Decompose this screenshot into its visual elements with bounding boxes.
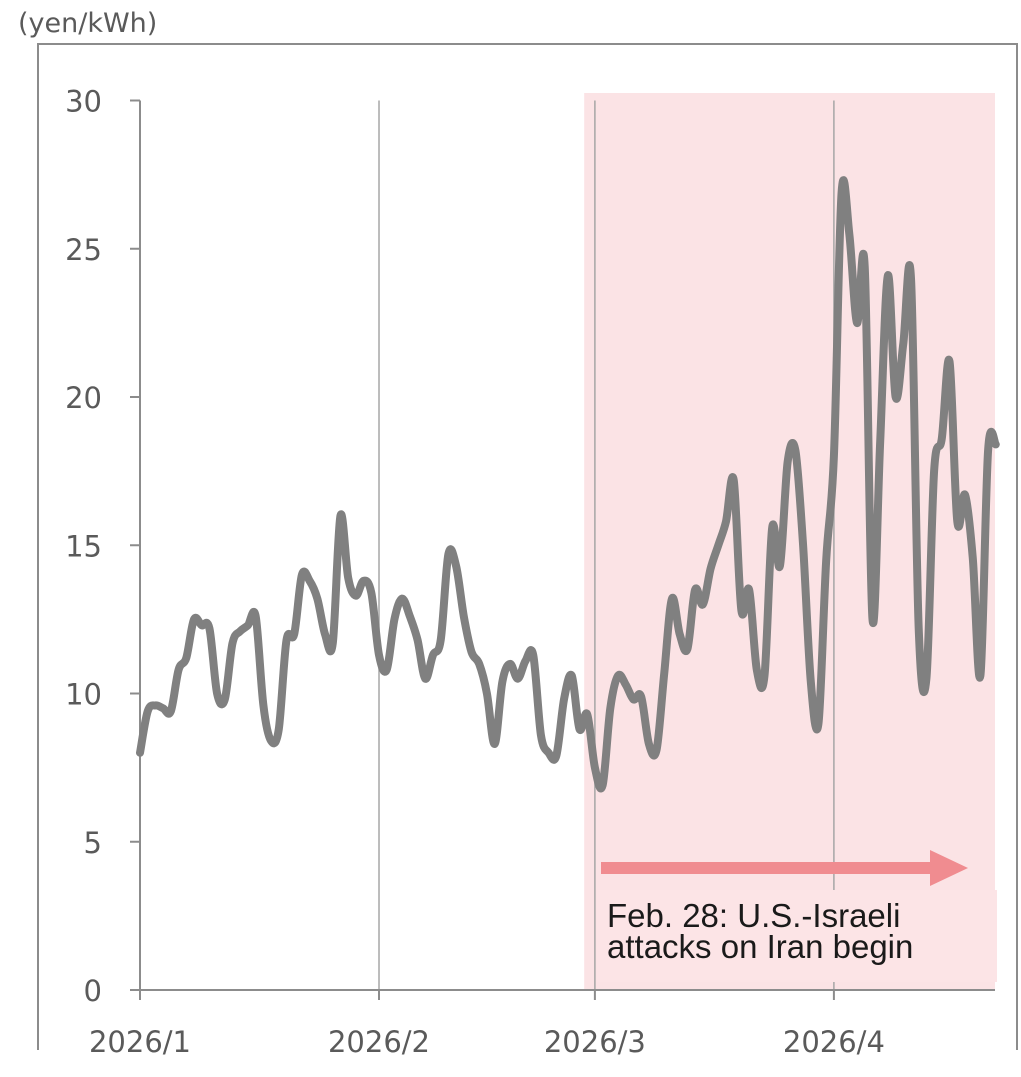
x-tick-label: 2026/4 xyxy=(783,1025,885,1059)
y-tick-label: 30 xyxy=(65,85,102,119)
series-layer xyxy=(136,176,1000,793)
axes-layer: 0 5 10 15 20 25 30 2026/1 2026/2 2026/3 2026/4 xyxy=(65,85,995,1059)
annotation-box xyxy=(597,890,997,982)
annotation-text: Feb. 28: U.S.-Israeli xyxy=(607,897,900,934)
y-tick-label: 5 xyxy=(84,826,102,860)
y-axis-unit-label: (yen/kWh) xyxy=(18,8,158,39)
annotation-text: attacks on Iran begin xyxy=(607,928,913,965)
grid-layer xyxy=(378,100,835,990)
y-tick-label: 25 xyxy=(65,233,102,267)
y-tick-label: 10 xyxy=(65,678,102,712)
highlight-region xyxy=(584,93,995,990)
x-tick-label: 2026/3 xyxy=(544,1025,646,1059)
arrow-head-icon xyxy=(930,850,968,886)
chart-frame xyxy=(37,43,1018,1050)
y-tick-label: 15 xyxy=(65,529,102,563)
y-tick-label: 0 xyxy=(84,974,102,1008)
y-tick-label: 20 xyxy=(65,381,102,415)
x-tick-label: 2026/1 xyxy=(89,1025,191,1059)
highlight-layer xyxy=(584,93,995,990)
frame-layer xyxy=(37,43,1018,1050)
series-line xyxy=(136,176,1000,793)
x-tick-label: 2026/2 xyxy=(328,1025,430,1059)
